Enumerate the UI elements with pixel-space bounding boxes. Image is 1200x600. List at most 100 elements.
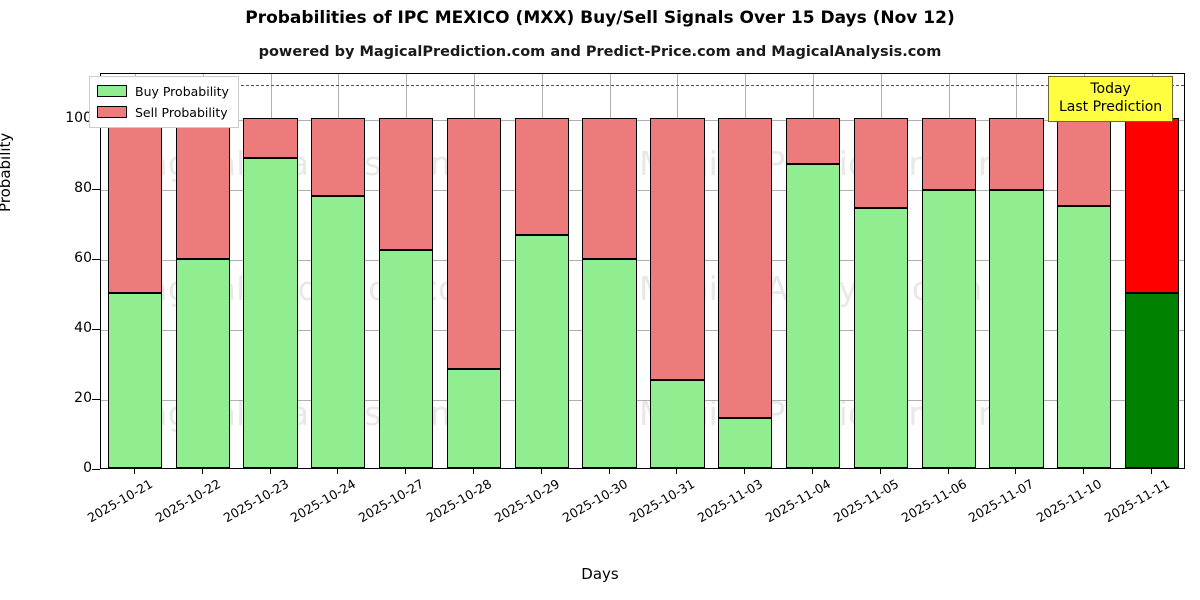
- x-tick-mark: [269, 469, 271, 474]
- bar-segment-buy: [514, 234, 569, 468]
- x-tick-mark: [405, 469, 407, 474]
- y-axis-label: Probability: [0, 132, 14, 212]
- chart-legend: Buy Probability Sell Probability: [89, 76, 239, 128]
- x-tick-label: 2025-10-27: [355, 476, 427, 526]
- threshold-dashed-line: [101, 84, 1184, 86]
- bar-segment-sell: [175, 117, 230, 259]
- x-tick-mark: [337, 469, 339, 474]
- bar-segment-buy: [311, 196, 366, 468]
- bar-column: [379, 74, 434, 468]
- bar-segment-buy: [921, 189, 976, 468]
- bar-segment-sell: [921, 117, 976, 190]
- today-annotation-line2: Last Prediction: [1059, 99, 1163, 115]
- x-tick-mark: [676, 469, 678, 474]
- gridline-horizontal: [101, 399, 1184, 401]
- x-tick-label: 2025-11-10: [1033, 476, 1105, 526]
- bar-column: [785, 74, 841, 468]
- bar-segment-sell: [446, 117, 502, 370]
- gridline-horizontal: [101, 259, 1184, 261]
- x-tick-mark: [472, 469, 474, 474]
- x-tick-label: 2025-10-31: [627, 476, 698, 526]
- x-tick-label: 2025-10-30: [559, 476, 630, 526]
- y-tick-label: 0: [83, 460, 92, 476]
- legend-swatch-buy-icon: [97, 85, 127, 97]
- y-tick-label: 60: [74, 249, 92, 266]
- bar-column: [989, 74, 1044, 468]
- x-tick-label: 2025-11-03: [694, 476, 766, 526]
- bar-column: [1124, 74, 1180, 468]
- bar-column: [718, 74, 773, 468]
- y-tick-mark: [92, 398, 100, 400]
- x-tick-mark: [879, 469, 881, 474]
- x-tick-label: 2025-11-04: [762, 476, 834, 526]
- x-tick-mark: [1151, 469, 1153, 474]
- bar-segment-buy: [989, 189, 1044, 468]
- plot-area: MagicalAnalysis.comMagicalPrediction.com…: [100, 73, 1185, 469]
- bar-segment-buy: [1124, 292, 1180, 468]
- x-axis-label: Days: [581, 565, 619, 583]
- bar-column: [107, 74, 163, 468]
- x-tick-label: 2025-11-05: [830, 476, 901, 526]
- bar-segment-buy: [446, 369, 502, 468]
- bar-segment-buy: [718, 418, 773, 468]
- legend-label-sell: Sell Probability: [135, 104, 228, 120]
- legend-item-buy: Buy Probability: [97, 82, 229, 100]
- bar-segment-sell: [582, 117, 637, 259]
- bar-segment-buy: [582, 258, 637, 468]
- bar-segment-sell: [1124, 117, 1180, 293]
- x-tick-label: 2025-10-29: [491, 476, 562, 526]
- bar-column: [853, 74, 908, 468]
- x-tick-mark: [812, 469, 814, 474]
- x-tick-mark: [608, 469, 610, 474]
- x-tick-label: 2025-10-21: [84, 476, 156, 526]
- bar-segment-sell: [785, 117, 841, 164]
- bar-segment-buy: [853, 207, 908, 468]
- bar-segment-sell: [107, 117, 163, 293]
- x-tick-mark: [201, 469, 203, 474]
- x-tick-label: 2025-10-28: [423, 476, 495, 526]
- y-tick-label: 100: [65, 109, 92, 126]
- bar-segment-sell: [311, 117, 366, 197]
- x-tick-mark: [133, 469, 135, 474]
- gridline-horizontal: [101, 189, 1184, 191]
- bar-segment-sell: [650, 117, 705, 381]
- y-tick-mark: [92, 258, 100, 260]
- y-tick-mark: [92, 188, 100, 190]
- x-tick-label: 2025-10-23: [220, 476, 291, 526]
- today-annotation-line1: Today: [1090, 81, 1131, 97]
- y-tick-label: 80: [74, 179, 92, 196]
- bar-segment-buy: [243, 157, 298, 468]
- bar-column: [243, 74, 298, 468]
- x-tick-mark: [540, 469, 542, 474]
- bar-segment-buy: [650, 380, 705, 468]
- bar-segment-buy: [107, 292, 163, 468]
- bar-segment-sell: [1057, 117, 1112, 206]
- bar-segment-sell: [853, 117, 908, 208]
- bar-column: [446, 74, 502, 468]
- x-tick-label: 2025-11-07: [966, 476, 1037, 526]
- x-tick-label: 2025-11-11: [1101, 476, 1173, 526]
- bar-segment-sell: [989, 117, 1044, 190]
- bar-series-layer: [101, 74, 1184, 468]
- x-tick-mark: [947, 469, 949, 474]
- x-tick-label: 2025-10-22: [152, 476, 223, 526]
- x-tick-mark: [1083, 469, 1085, 474]
- legend-label-buy: Buy Probability: [135, 83, 229, 99]
- bar-segment-sell: [243, 117, 298, 158]
- bar-column: [582, 74, 637, 468]
- bar-column: [650, 74, 705, 468]
- x-tick-mark: [744, 469, 746, 474]
- bar-column: [311, 74, 366, 468]
- bar-segment-sell: [379, 117, 434, 250]
- legend-item-sell: Sell Probability: [97, 103, 229, 121]
- y-tick-label: 20: [74, 389, 92, 406]
- bar-segment-buy: [379, 249, 434, 468]
- y-tick-mark: [92, 328, 100, 330]
- bar-segment-sell: [718, 117, 773, 419]
- today-annotation: Today Last Prediction: [1048, 76, 1174, 122]
- legend-swatch-sell-icon: [97, 106, 127, 118]
- bar-column: [514, 74, 569, 468]
- gridline-horizontal: [101, 329, 1184, 331]
- bar-segment-sell: [514, 117, 569, 235]
- gridline-horizontal: [101, 119, 1184, 121]
